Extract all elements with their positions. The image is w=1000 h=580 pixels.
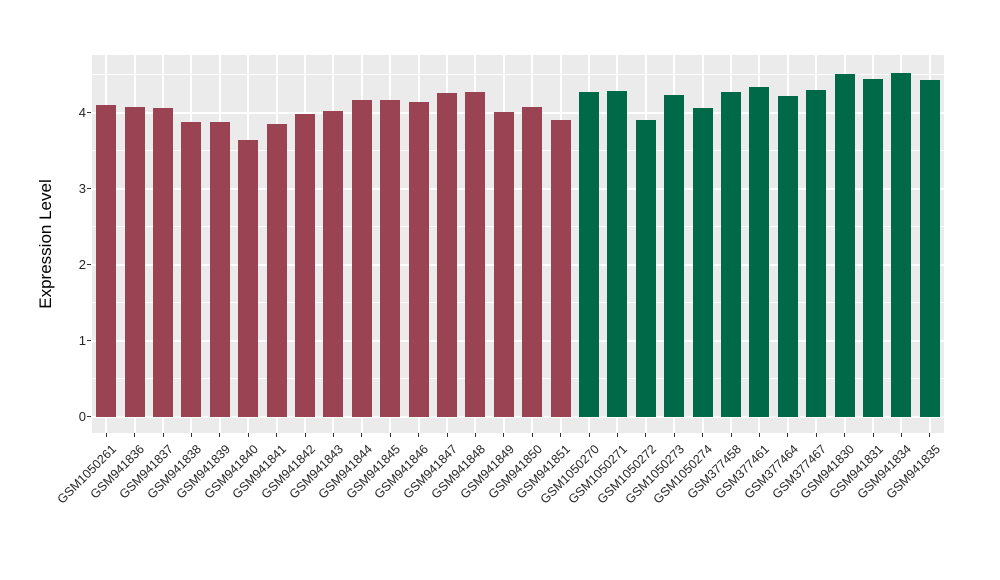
x-tick-mark <box>361 433 363 437</box>
x-tick-mark <box>588 433 590 437</box>
x-tick-mark <box>304 433 306 437</box>
x-tick-mark <box>219 433 221 437</box>
major-gridline <box>92 263 944 266</box>
major-gridline <box>92 339 944 342</box>
bar <box>96 105 117 417</box>
x-tick-mark <box>503 433 505 437</box>
y-tick-mark <box>87 112 91 113</box>
x-tick-mark <box>787 433 789 437</box>
bar <box>550 119 571 417</box>
bar <box>209 122 230 417</box>
x-tick-mark <box>134 433 136 437</box>
y-tick-mark <box>87 340 91 341</box>
bar <box>635 119 656 417</box>
y-tick-mark <box>87 416 91 417</box>
bar <box>408 101 429 417</box>
x-tick-mark <box>474 433 476 437</box>
bar <box>181 122 202 417</box>
y-axis-title: Expression Level <box>36 179 55 309</box>
minor-gridline <box>92 150 944 151</box>
major-gridline <box>92 415 944 418</box>
x-tick-mark <box>190 433 192 437</box>
x-tick-mark <box>730 433 732 437</box>
bar <box>522 106 543 417</box>
x-tick-mark <box>560 433 562 437</box>
bar <box>664 94 685 417</box>
x-tick-mark <box>645 433 647 437</box>
x-tick-mark <box>446 433 448 437</box>
y-tick-mark <box>87 188 91 189</box>
bar <box>465 91 486 417</box>
minor-gridline <box>92 74 944 75</box>
x-tick-mark <box>900 433 902 437</box>
bar <box>607 90 628 417</box>
bar <box>721 92 741 417</box>
bar <box>351 100 372 417</box>
y-tick-mark <box>87 264 91 265</box>
minor-gridline <box>92 378 944 379</box>
bar <box>891 72 912 417</box>
x-tick-mark <box>276 433 278 437</box>
x-tick-mark <box>844 433 846 437</box>
plot-panel <box>92 55 944 433</box>
bar <box>266 124 287 417</box>
x-tick-mark <box>531 433 533 437</box>
minor-gridline <box>92 226 944 227</box>
x-tick-mark <box>673 433 675 437</box>
bar <box>493 112 514 417</box>
x-tick-mark <box>389 433 391 437</box>
y-tick-label: 3 <box>78 181 86 196</box>
y-tick-label: 2 <box>78 257 86 272</box>
x-tick-mark <box>247 433 249 437</box>
y-tick-label: 4 <box>78 105 86 120</box>
x-tick-mark <box>105 433 107 437</box>
bar <box>834 74 855 417</box>
minor-gridline <box>92 302 944 303</box>
x-tick-mark <box>418 433 420 437</box>
x-tick-mark <box>616 433 618 437</box>
bar <box>153 108 173 417</box>
x-tick-mark <box>929 433 931 437</box>
bar <box>380 100 401 417</box>
bar <box>806 90 827 417</box>
x-tick-mark <box>332 433 334 437</box>
x-tick-mark <box>702 433 704 437</box>
x-tick-mark <box>162 433 164 437</box>
bar <box>579 91 599 417</box>
x-tick-mark <box>815 433 817 437</box>
bar <box>124 106 145 417</box>
bar <box>777 95 798 417</box>
bar <box>238 140 259 417</box>
bar <box>323 110 344 417</box>
bar <box>295 113 315 417</box>
y-tick-label: 1 <box>78 333 86 348</box>
bar <box>437 93 457 417</box>
bar <box>692 107 713 417</box>
bar <box>749 87 770 417</box>
y-tick-label: 0 <box>78 409 86 424</box>
x-tick-mark <box>758 433 760 437</box>
bar <box>919 79 940 417</box>
major-gridline <box>92 111 944 114</box>
bar <box>863 78 883 417</box>
x-tick-mark <box>872 433 874 437</box>
major-gridline <box>92 187 944 190</box>
